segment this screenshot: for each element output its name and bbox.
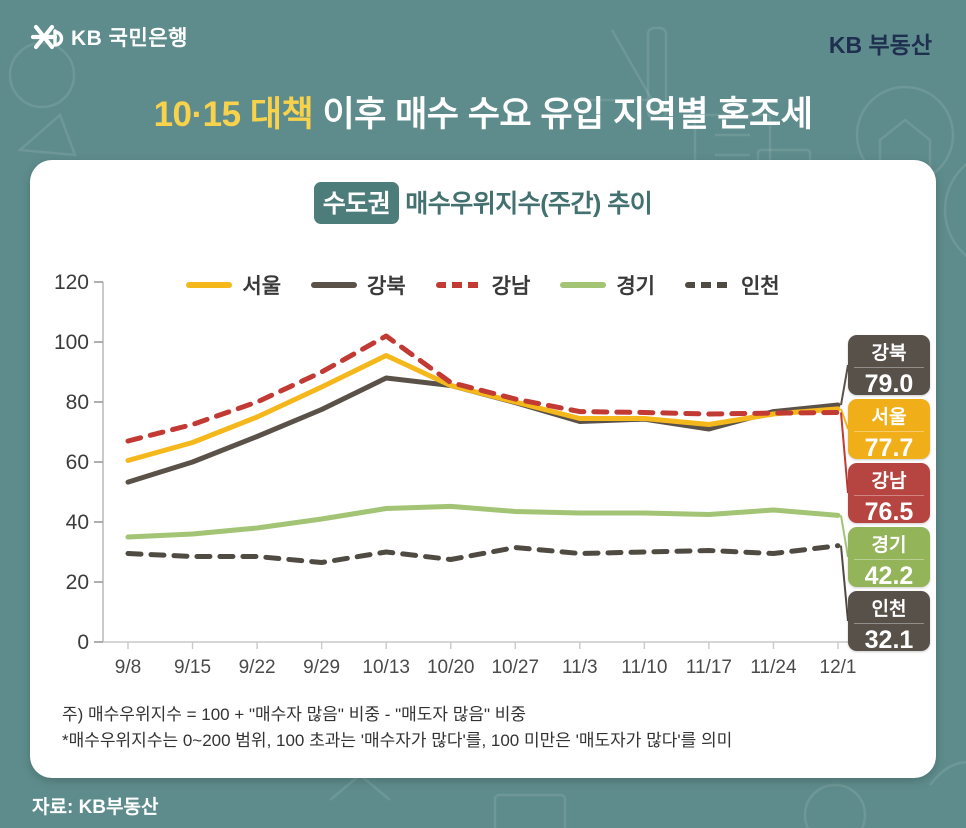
page-title-rest: 이후 매수 수요 유입 지역별 혼조세	[313, 95, 813, 134]
end-badge-gangbuk-value: 79.0	[864, 370, 914, 398]
svg-text:11/3: 11/3	[562, 657, 598, 678]
kb-bank-logo: KB 국민은행	[30, 22, 188, 52]
svg-text:10/13: 10/13	[362, 657, 410, 678]
svg-text:40: 40	[66, 511, 89, 534]
end-badge-incheon: 인천 32.1	[848, 591, 930, 654]
note-line-2: *매수우위지수는 0~200 범위, 100 초과는 '매수자가 많다'를, 1…	[62, 731, 733, 751]
svg-text:100: 100	[54, 331, 89, 354]
svg-text:9/15: 9/15	[174, 657, 211, 678]
svg-text:11/24: 11/24	[750, 657, 797, 678]
end-badge-gangnam-value: 76.5	[864, 498, 914, 526]
trend-line-chart: 0 20 40 60 80 100 120 9/8 9/15 9/22 9/29 10/13 10/20…	[54, 271, 888, 678]
end-badge-gangnam: 강남 76.5	[848, 463, 930, 526]
end-badge-gangbuk-name: 강북	[854, 335, 924, 368]
chart-title-text: 매수우위지수(주간) 추이	[405, 190, 653, 218]
kb-star-icon	[30, 24, 64, 50]
end-badge-gyeonggi-value: 42.2	[864, 562, 914, 590]
page-title-highlight: 10·15 대책	[153, 95, 314, 134]
svg-text:60: 60	[66, 451, 89, 474]
svg-text:10/20: 10/20	[427, 657, 475, 678]
svg-text:0: 0	[77, 631, 89, 654]
svg-text:9/8: 9/8	[115, 657, 141, 678]
region-badge: 수도권	[313, 182, 400, 224]
chart-card: 수도권 매수우위지수(주간) 추이 0 20 40 60 80 100 120 9/8 9/15 9…	[30, 160, 936, 778]
svg-text:11/10: 11/10	[621, 657, 667, 678]
brand-label: KB 부동산	[828, 32, 932, 58]
svg-text:12/1: 12/1	[820, 657, 857, 678]
svg-text:9/29: 9/29	[303, 657, 340, 678]
svg-text:11/17: 11/17	[686, 657, 732, 678]
end-badge-seoul: 서울 77.7	[848, 399, 930, 462]
end-badge-gangnam-name: 강남	[854, 463, 924, 496]
note-line-1: 주) 매수우위지수 = 100 + "매수자 많음" 비중 - "매도자 많음"…	[62, 705, 527, 724]
page-title: 10·15 대책 이후 매수 수요 유입 지역별 혼조세	[0, 86, 966, 137]
end-badge-incheon-value: 32.1	[864, 626, 914, 654]
svg-text:10/27: 10/27	[491, 657, 539, 678]
end-badge-incheon-name: 인천	[854, 591, 924, 624]
end-badge-seoul-name: 서울	[854, 399, 924, 432]
data-source: 자료: KB부동산	[32, 797, 159, 818]
end-badge-gyeonggi-name: 경기	[854, 527, 924, 560]
chart-notes: 주) 매수우위지수 = 100 + "매수자 많음" 비중 - "매도자 많음"…	[62, 702, 732, 755]
end-badge-seoul-value: 77.7	[864, 434, 914, 462]
bank-logo-label: KB 국민은행	[71, 27, 188, 50]
end-badge-gangbuk: 강북 79.0	[848, 335, 930, 398]
svg-text:20: 20	[66, 571, 89, 594]
chart-title: 수도권 매수우위지수(주간) 추이	[30, 182, 936, 224]
svg-text:9/22: 9/22	[239, 657, 276, 678]
svg-text:120: 120	[54, 271, 89, 294]
end-badge-gyeonggi: 경기 42.2	[848, 527, 930, 590]
svg-text:80: 80	[66, 391, 89, 414]
